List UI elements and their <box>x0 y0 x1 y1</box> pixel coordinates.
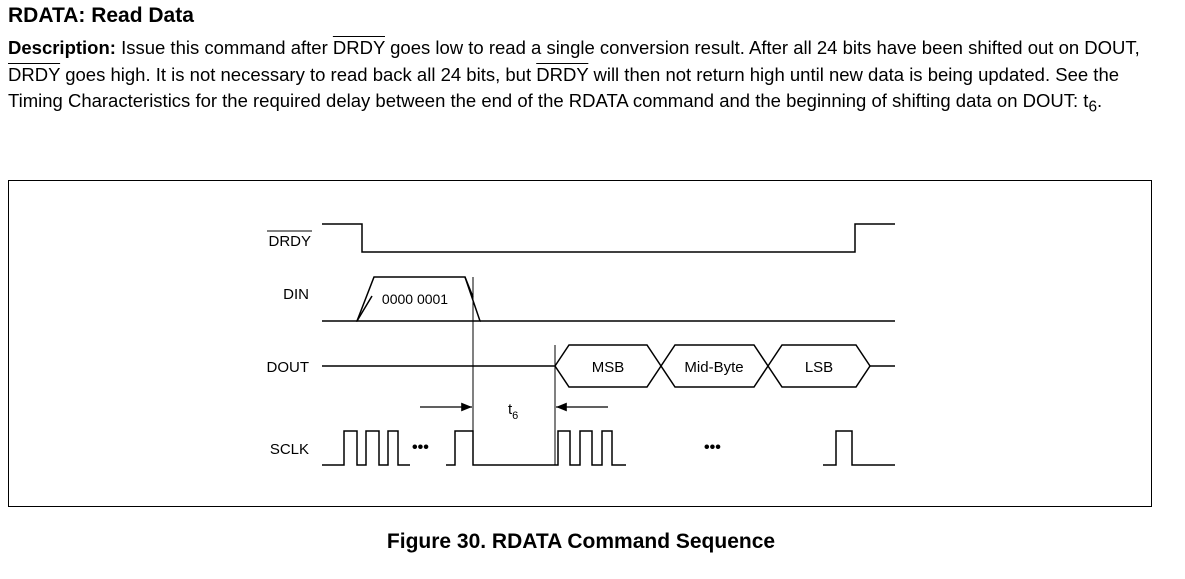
description-text-2: goes low to read a single conversion res… <box>384 37 1140 58</box>
drdy-signal-label: DRDY <box>268 233 311 250</box>
sclk-waveform-data <box>555 430 626 466</box>
dout-midbyte-label: Mid-Byte <box>684 359 743 376</box>
description-paragraph: Description: Issue this command after DR… <box>8 35 1173 121</box>
description-text-4: will then not return high until new data… <box>8 63 1120 112</box>
sclk-waveform-start <box>322 430 410 466</box>
din-signal-label: DIN <box>283 286 309 303</box>
drdy-overline-1: DRDY <box>332 37 385 58</box>
dout-signal-label: DOUT <box>267 359 310 376</box>
description-text-3: goes high. It is not necessary to read b… <box>60 63 537 85</box>
din-waveform-low <box>322 295 373 322</box>
sclk-waveform-end <box>823 430 895 466</box>
din-byte-label: 0000 0001 <box>382 291 448 307</box>
t6-label: t6 <box>508 401 518 422</box>
description-text-5: . <box>1097 90 1103 111</box>
t6-subscript: 6 <box>1088 98 1098 116</box>
sclk-signal-label: SCLK <box>270 441 309 458</box>
drdy-overline-3: DRDY <box>536 63 589 85</box>
sclk-ellipsis-1: ••• <box>412 439 429 456</box>
dout-lsb-label: LSB <box>805 359 833 376</box>
timing-diagram-frame <box>8 180 1152 507</box>
din-tail <box>464 276 474 298</box>
figure-caption: Figure 30. RDATA Command Sequence <box>386 530 776 553</box>
drdy-waveform <box>322 223 895 253</box>
dout-msb-label: MSB <box>592 359 625 376</box>
description-label: Description: <box>8 37 116 58</box>
section-heading: RDATA: Read Data <box>8 4 194 27</box>
description-text-1: Issue this command after <box>115 37 333 58</box>
sclk-waveform-last-cmd <box>446 430 555 466</box>
drdy-overline-2: DRDY <box>8 63 61 85</box>
sclk-ellipsis-2: ••• <box>704 439 721 456</box>
